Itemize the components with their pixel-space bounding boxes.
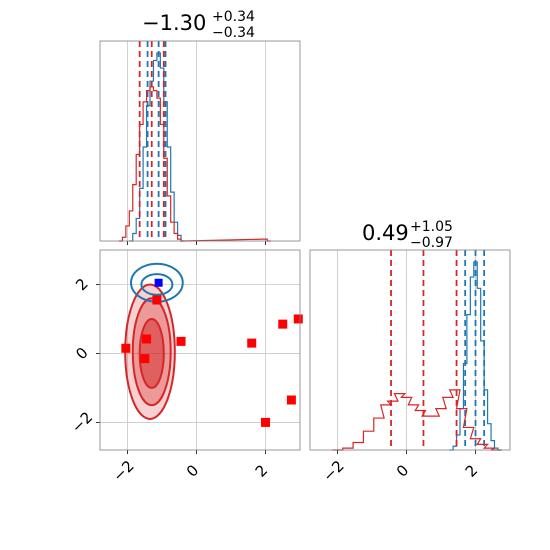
contour-group (124, 262, 184, 420)
y-tick-label: 2 (72, 275, 91, 294)
y-tick-label: −2 (68, 408, 96, 436)
title-param1-main: −1.30 (142, 11, 206, 35)
scatter-param1-param2-panel: −2 0 2 −2 0 2 (68, 249, 303, 485)
red-square-marker (142, 334, 152, 344)
title-param2-down: −0.97 (410, 235, 453, 251)
title-param2: 0.49 +1.05 −0.97 (362, 219, 453, 251)
panel-frame (309, 249, 511, 451)
x-tick-label: 0 (183, 461, 202, 480)
x-tick-label: 0 (393, 461, 412, 480)
title-param1-up: +0.34 (212, 9, 255, 25)
x-tick-label: −2 (109, 457, 137, 485)
blue-square-marker (154, 278, 163, 287)
x-tick-label: −2 (319, 457, 347, 485)
red-square-marker (293, 314, 303, 324)
title-param1: −1.30 +0.34 −0.34 (142, 9, 255, 41)
contour-inner (138, 317, 165, 389)
histogram-param1-panel (99, 40, 301, 245)
histogram-param2-panel: −2 0 2 (309, 249, 511, 485)
y-tick-label: 0 (72, 344, 91, 363)
red-square-marker (278, 319, 288, 329)
title-param2-up: +1.05 (410, 219, 453, 235)
histogram-series-1 (118, 86, 271, 242)
contour-inner (140, 273, 174, 296)
red-square-marker (261, 417, 271, 427)
histogram-series-0 (129, 52, 185, 242)
x-tick-label: 2 (252, 461, 271, 480)
panel-frame (99, 249, 301, 451)
red-square-marker (152, 295, 162, 305)
red-square-marker (140, 354, 150, 364)
title-param2-main: 0.49 (362, 221, 409, 245)
x-tick-label: 2 (462, 461, 481, 480)
red-square-marker (176, 336, 186, 346)
panel-frame (99, 40, 301, 242)
red-square-marker (247, 338, 257, 348)
title-param1-down: −0.34 (212, 25, 255, 41)
red-square-marker (121, 343, 131, 353)
red-square-marker (286, 395, 296, 405)
